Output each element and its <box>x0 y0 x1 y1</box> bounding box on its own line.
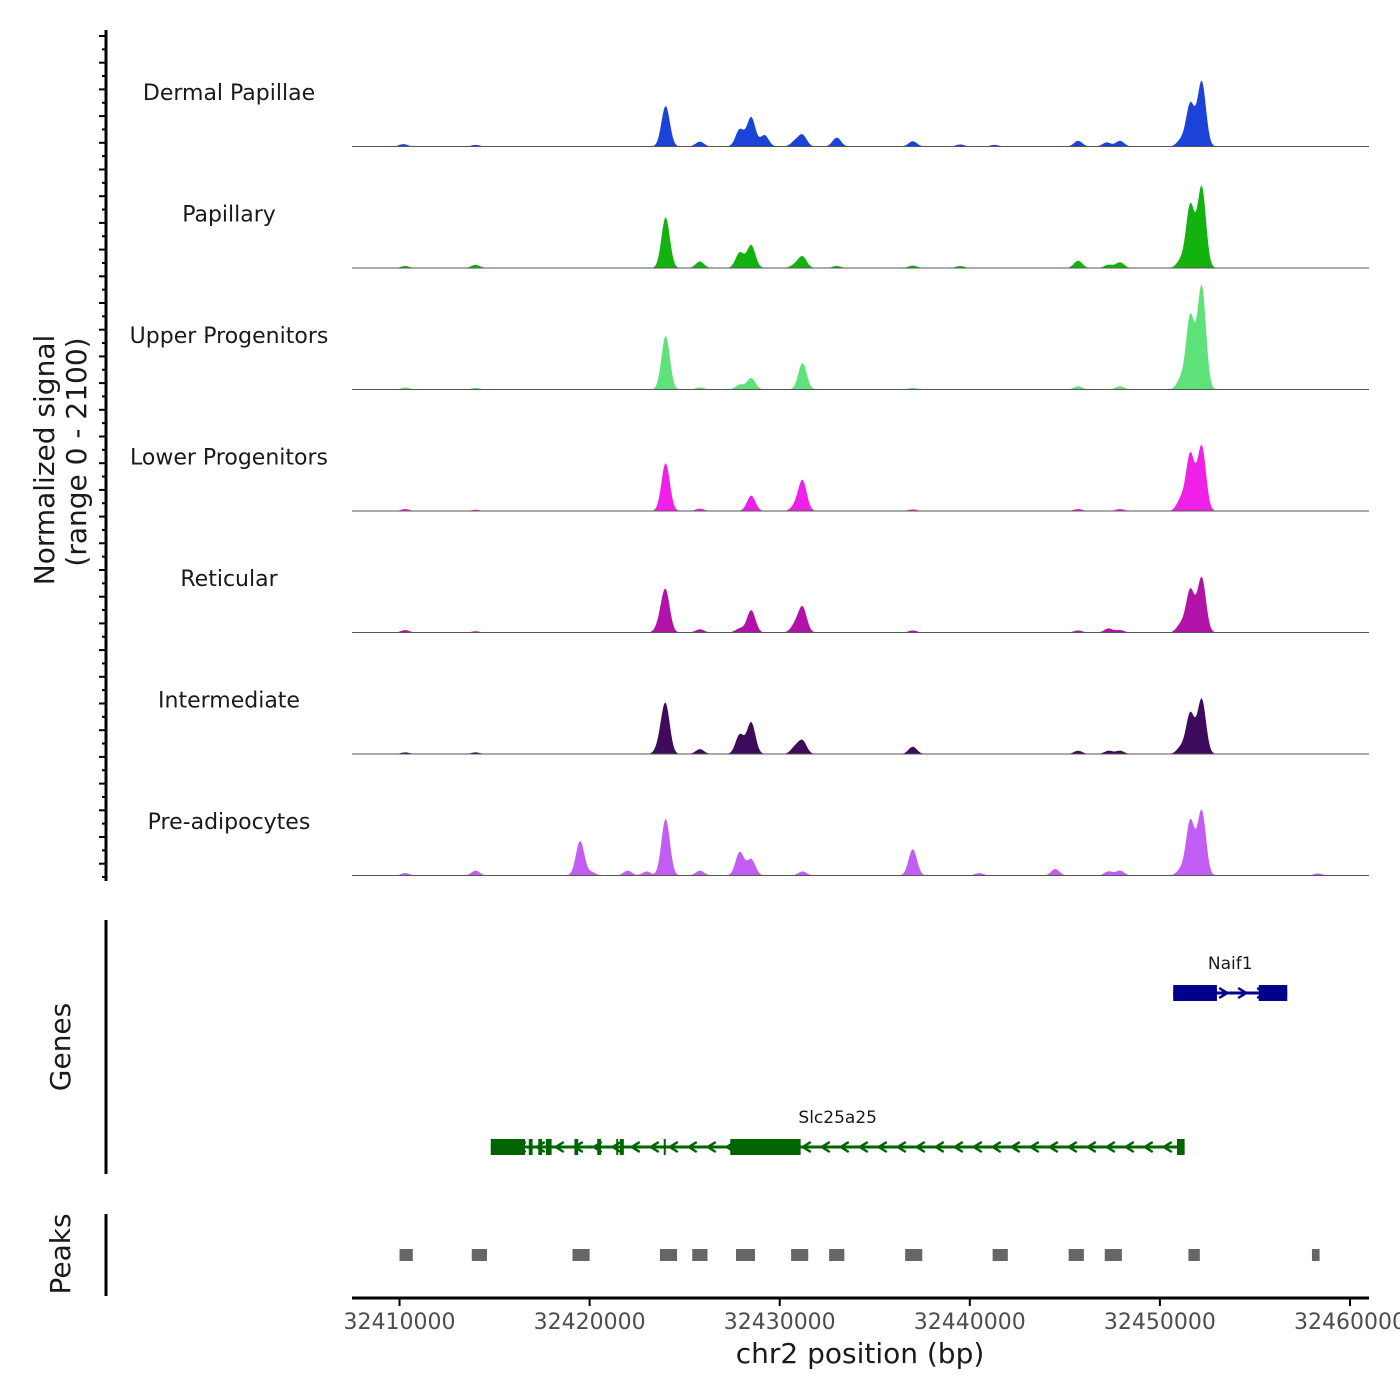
strand-arrow <box>667 1140 679 1154</box>
gene-label: Slc25a25 <box>798 1108 877 1128</box>
track-label: Dermal Papillae <box>143 81 315 106</box>
peak-region <box>1311 1249 1320 1261</box>
x-tick-label: 32420000 <box>534 1310 646 1335</box>
peak-region <box>735 1249 755 1261</box>
strand-arrow <box>686 1140 698 1154</box>
exon-block <box>1173 985 1217 1001</box>
strand-arrow <box>1066 1140 1078 1154</box>
exon-block <box>1177 1139 1185 1155</box>
coverage-track: Reticular <box>180 567 1369 633</box>
coverage-track: Intermediate <box>158 689 1369 755</box>
strand-arrow <box>629 1140 641 1154</box>
exon-block <box>1258 985 1288 1001</box>
strand-arrow <box>648 1140 660 1154</box>
x-tick-label: 32460000 <box>1294 1310 1400 1335</box>
peak-region <box>791 1249 809 1261</box>
coverage-track: Upper Progenitors <box>130 284 1369 390</box>
track-label: Intermediate <box>158 689 300 714</box>
track-label: Upper Progenitors <box>130 324 329 349</box>
peak-region <box>692 1249 708 1261</box>
strand-arrow <box>895 1140 907 1154</box>
strand-arrow <box>705 1140 717 1154</box>
exon-block <box>597 1139 602 1155</box>
axes: 32410000 32420000 32430000 32440000 32450000… <box>99 30 1400 1335</box>
strand-arrow <box>1104 1140 1116 1154</box>
track-label: Lower Progenitors <box>130 446 328 471</box>
exon-block <box>538 1139 543 1155</box>
strand-arrow <box>1237 986 1249 1000</box>
peak-region <box>905 1249 923 1261</box>
y-axis-title: Normalized signal <box>28 335 61 586</box>
genes-section-label: Genes <box>44 1003 77 1091</box>
strand-arrow <box>933 1140 945 1154</box>
strand-arrow <box>1218 986 1230 1000</box>
peak-region <box>829 1249 845 1261</box>
strand-arrow <box>534 1140 546 1154</box>
exon-block <box>574 1139 579 1155</box>
strand-arrow <box>990 1140 1002 1154</box>
exon-block <box>620 1139 624 1155</box>
x-tick-label: 32440000 <box>914 1310 1026 1335</box>
gene-label: Naif1 <box>1208 954 1253 974</box>
strand-arrow <box>1142 1140 1154 1154</box>
strand-arrow <box>971 1140 983 1154</box>
strand-arrow <box>914 1140 926 1154</box>
x-tick-label: 32450000 <box>1104 1310 1216 1335</box>
peak-region <box>572 1249 590 1261</box>
strand-arrow <box>1028 1140 1040 1154</box>
peak-region <box>659 1249 678 1261</box>
track-label: Pre-adipocytes <box>148 810 311 835</box>
strand-arrow <box>800 1140 812 1154</box>
coverage-area <box>352 698 1369 754</box>
peak-region <box>471 1249 487 1261</box>
coverage-tracks: Dermal Papillae Papillary Upper Progenitor… <box>130 80 1369 876</box>
x-tick-label: 32410000 <box>344 1310 456 1335</box>
peak-region <box>992 1249 1008 1261</box>
strand-arrow <box>1123 1140 1135 1154</box>
exon-block <box>663 1139 666 1155</box>
coverage-track: Papillary <box>182 185 1369 269</box>
x-axis-title: chr2 position (bp) <box>736 1337 985 1370</box>
peak-region <box>399 1249 413 1261</box>
coverage-area <box>352 576 1369 633</box>
exon-block <box>545 1139 552 1155</box>
coverage-area <box>352 80 1369 147</box>
strand-arrow <box>952 1140 964 1154</box>
strand-arrow <box>1009 1140 1021 1154</box>
strand-arrow <box>838 1140 850 1154</box>
gene-annotation-track: Naif1 Slc25a25 <box>490 954 1288 1155</box>
coverage-track: Pre-adipocytes <box>148 809 1369 876</box>
coverage-area <box>352 444 1369 511</box>
coverage-area <box>352 809 1369 876</box>
strand-arrow <box>1047 1140 1059 1154</box>
peak-track <box>399 1249 1320 1261</box>
strand-arrow <box>857 1140 869 1154</box>
coverage-track: Dermal Papillae <box>143 80 1369 147</box>
strand-arrow <box>876 1140 888 1154</box>
gene: Naif1 <box>1173 954 1288 1001</box>
gene: Slc25a25 <box>490 1108 1185 1155</box>
strand-arrow <box>1085 1140 1097 1154</box>
y-axis-subtitle: (range 0 - 2100) <box>60 337 93 566</box>
coverage-area <box>352 185 1369 268</box>
peaks-section-label: Peaks <box>44 1213 77 1294</box>
track-label: Reticular <box>180 567 278 592</box>
exon-block <box>528 1139 533 1155</box>
strand-arrow <box>553 1140 565 1154</box>
strand-arrow <box>819 1140 831 1154</box>
exon-block <box>730 1139 801 1155</box>
peak-region <box>1104 1249 1122 1261</box>
strand-arrow <box>1161 1140 1173 1154</box>
exon-block <box>490 1139 525 1155</box>
peak-region <box>1188 1249 1200 1261</box>
coverage-track: Lower Progenitors <box>130 444 1369 512</box>
track-label: Papillary <box>182 203 276 228</box>
coverage-area <box>352 284 1369 390</box>
x-tick-label: 32430000 <box>724 1310 836 1335</box>
peak-region <box>1068 1249 1084 1261</box>
exon-block <box>616 1139 619 1155</box>
